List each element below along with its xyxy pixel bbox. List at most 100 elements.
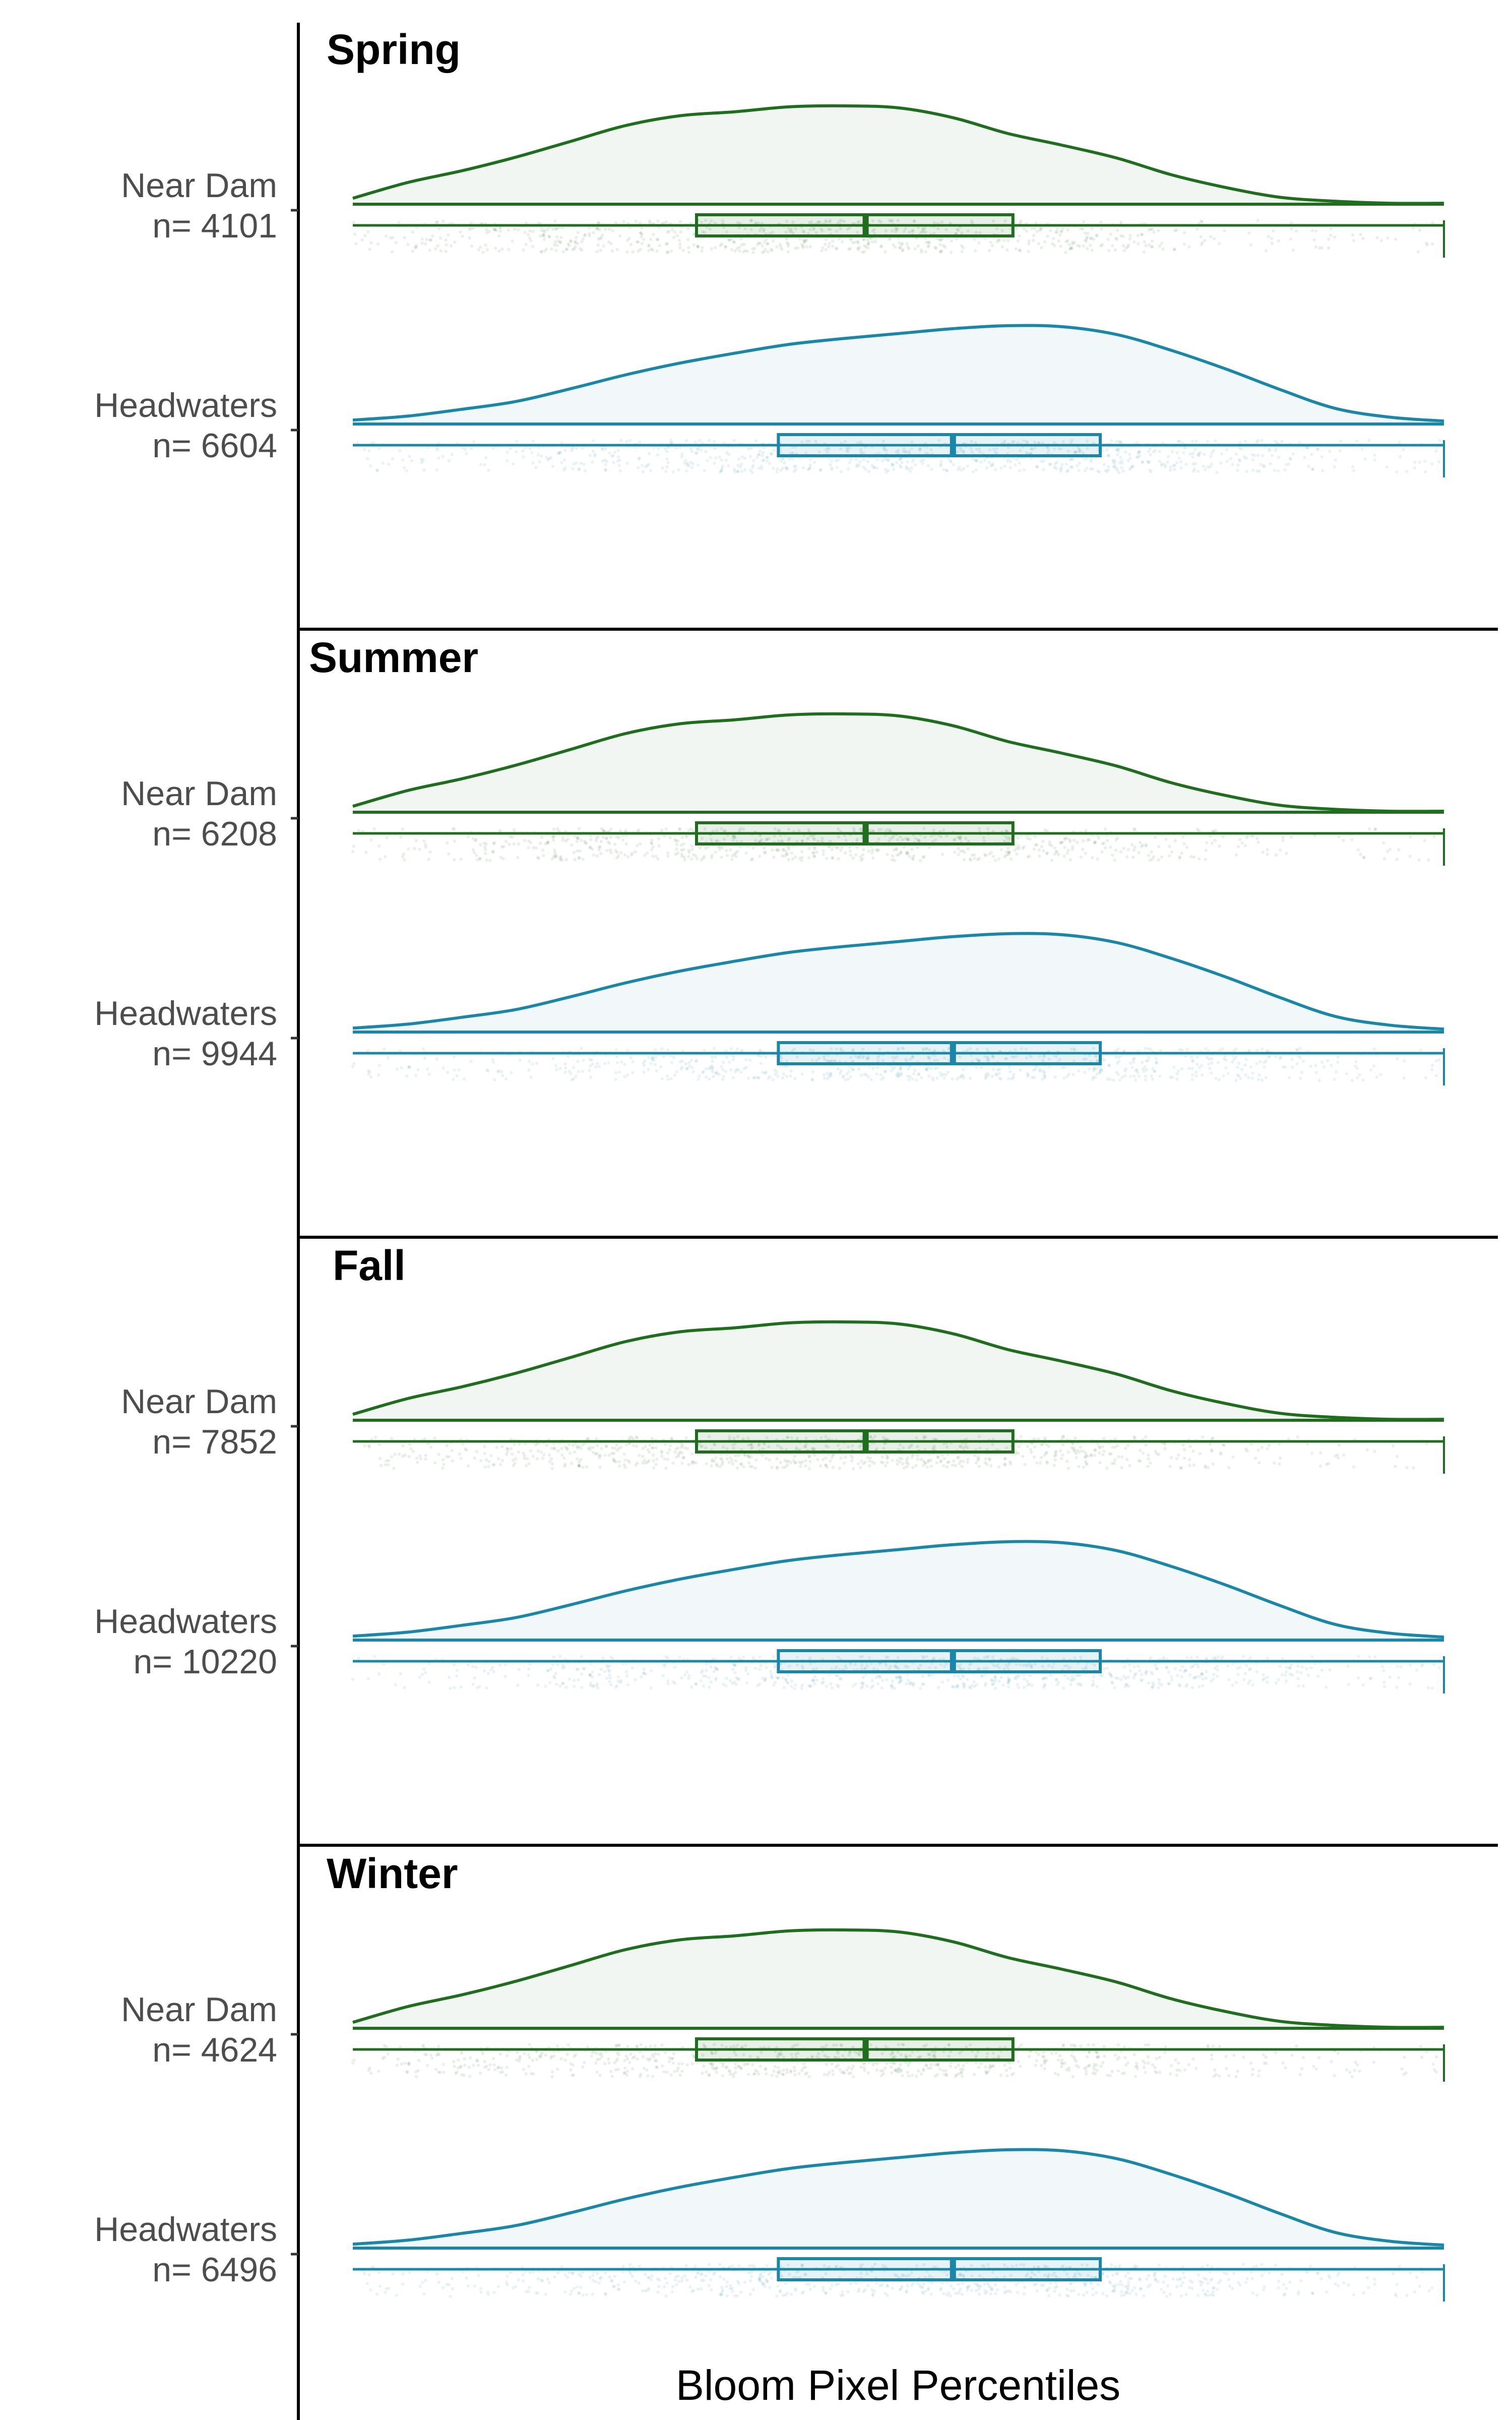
rain-point [664, 469, 668, 473]
rain-point [1200, 219, 1203, 223]
rain-point [762, 229, 766, 233]
rain-point [1249, 1442, 1253, 1446]
rain-point [825, 237, 828, 241]
rain-point [701, 230, 705, 233]
rain-point [363, 1444, 366, 1447]
rain-point [704, 450, 708, 453]
rain-point [939, 250, 943, 254]
rain-point [1298, 441, 1301, 445]
rain-point [689, 827, 693, 831]
rain-point [552, 1655, 556, 1659]
rain-point [562, 1665, 566, 1669]
rain-point [479, 463, 483, 466]
rain-point [647, 1068, 650, 1071]
rain-point [1111, 244, 1114, 248]
rain-point [618, 234, 622, 237]
rain-point [661, 1674, 665, 1677]
rain-point [1274, 440, 1277, 443]
rain-point [1396, 1057, 1399, 1060]
rain-point [884, 1070, 888, 1073]
rain-point [1424, 1076, 1428, 1079]
rain-point [790, 1684, 793, 1688]
rain-point [1148, 858, 1152, 862]
rain-point [951, 1463, 955, 1467]
rain-point [758, 453, 761, 457]
rain-point [1058, 233, 1062, 237]
rain-point [390, 1455, 394, 1459]
rain-point [1049, 462, 1052, 466]
rain-point [872, 1462, 876, 1465]
rain-point [1106, 465, 1110, 468]
rain-point [1296, 1677, 1300, 1680]
rain-point [1054, 850, 1058, 853]
rain-point [1062, 1686, 1065, 1690]
rain-point [758, 1048, 762, 1052]
rain-point [859, 1686, 863, 1690]
rain-point [1250, 453, 1254, 456]
rain-point [1200, 1073, 1204, 1077]
rain-point [352, 1062, 356, 1066]
rain-point [1285, 852, 1288, 855]
rain-point [1261, 1047, 1264, 1051]
rain-point [563, 449, 567, 452]
rain-point [651, 1057, 654, 1061]
rain-point [1110, 439, 1113, 443]
rain-point [429, 1445, 433, 1449]
rain-point [968, 1685, 971, 1689]
rain-point [436, 244, 439, 248]
rain-point [1229, 457, 1233, 460]
rain-point [1140, 845, 1144, 849]
rain-point [896, 1462, 899, 1466]
rain-point [975, 1683, 978, 1686]
rain-point [628, 439, 632, 442]
rain-point [528, 236, 532, 240]
rain-point [408, 1442, 412, 1446]
rain-point [581, 1466, 585, 1469]
rain-point [522, 455, 525, 459]
rain-point [886, 458, 890, 461]
rain-point [813, 847, 816, 851]
rain-point [486, 1069, 490, 1072]
rain-point [1180, 1067, 1183, 1070]
rain-point [495, 1445, 498, 1449]
rain-point [687, 1064, 691, 1068]
rain-point [1290, 221, 1293, 225]
rain-point [885, 470, 888, 474]
rain-point [830, 459, 834, 463]
rain-point [809, 458, 812, 461]
rain-point [754, 1458, 758, 1462]
rain-point [851, 856, 855, 860]
rain-point [637, 250, 640, 253]
rain-point [898, 464, 902, 467]
rain-point [406, 243, 410, 247]
rain-point [1002, 441, 1006, 445]
rain-point [926, 1460, 930, 1464]
rain-point [949, 221, 952, 225]
rain-point [1328, 1668, 1332, 1672]
rain-point [1235, 452, 1238, 456]
rain-point [1018, 221, 1022, 225]
rain-point [1210, 1449, 1214, 1453]
rain-point [1167, 1670, 1171, 1674]
rain-point [377, 1064, 381, 1067]
rain-point [764, 1055, 768, 1059]
rain-point [623, 853, 627, 857]
rain-point [548, 1460, 551, 1464]
rain-point [994, 450, 997, 454]
rain-point [768, 1458, 771, 1462]
rain-point [497, 250, 501, 253]
box-iqr [695, 1429, 1015, 1454]
rain-point [475, 854, 478, 857]
rain-point [808, 245, 812, 249]
rain-point [886, 1456, 890, 1459]
rain-point [839, 227, 842, 231]
rain-point [871, 229, 874, 233]
rain-point [541, 1457, 545, 1460]
rain-point [571, 248, 575, 252]
rain-point [604, 227, 607, 231]
rain-point [1015, 1677, 1018, 1680]
rain-point [851, 1068, 855, 1072]
rain-point [1128, 1061, 1132, 1065]
rain-point [660, 1047, 664, 1051]
